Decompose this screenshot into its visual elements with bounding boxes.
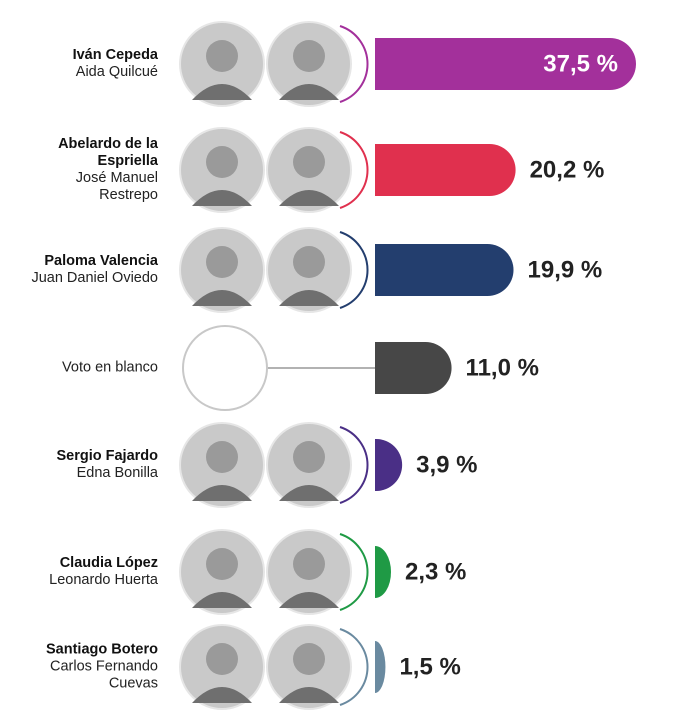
blank-circle — [182, 325, 268, 411]
vice-name: Juan Daniel Oviedo — [31, 270, 158, 286]
candidate-name: Voto en blanco — [62, 359, 158, 376]
photo-head — [293, 246, 325, 278]
candidate-name: Sergio Fajardo — [56, 448, 158, 464]
candidate-name: Abelardo de la Espriella — [58, 136, 158, 169]
candidate-name: Santiago Botero — [46, 641, 158, 658]
photo-body — [279, 687, 339, 703]
bracket — [339, 628, 369, 706]
photo-body — [192, 290, 252, 306]
bar — [375, 546, 392, 598]
vice-name: Carlos Fernando Cuevas — [50, 658, 158, 692]
photo-body — [279, 485, 339, 501]
candidate-name: Iván Cepeda — [72, 47, 158, 63]
photo-head — [206, 643, 238, 675]
bracket — [339, 533, 369, 611]
vice-name: Aida Quilcué — [75, 64, 158, 80]
photo-body — [192, 84, 252, 100]
photo-head — [206, 246, 238, 278]
photo-body — [192, 190, 252, 206]
value-label: 1,5 % — [399, 653, 460, 680]
candidate-names: Abelardo de la Espriella José Manuel Rest… — [24, 136, 158, 204]
photo-body — [279, 190, 339, 206]
photo-head — [206, 146, 238, 178]
candidate-names: Iván Cepeda Aida Quilcué — [24, 47, 158, 81]
bracket — [339, 231, 369, 309]
bar — [375, 144, 516, 196]
value-label: 11,0 % — [466, 354, 539, 381]
bracket — [339, 25, 369, 103]
candidate-names: Paloma Valencia Juan Daniel Oviedo — [24, 253, 158, 287]
photo-head — [293, 643, 325, 675]
bar — [375, 439, 403, 491]
bar — [375, 244, 514, 296]
photo-body — [279, 84, 339, 100]
photo-head — [293, 441, 325, 473]
candidate-names: Santiago Botero Carlos Fernando Cuevas — [24, 642, 158, 693]
photo-body — [192, 592, 252, 608]
photo-head — [293, 548, 325, 580]
bar — [375, 38, 636, 90]
photo-body — [279, 290, 339, 306]
photo-head — [293, 40, 325, 72]
candidate-name: Paloma Valencia — [44, 253, 158, 269]
value-label: 20,2 % — [530, 156, 605, 183]
photo-head — [206, 441, 238, 473]
candidate-names: Voto en blanco — [24, 360, 158, 377]
vice-name: José Manuel Restrepo — [75, 170, 158, 203]
value-label: 3,9 % — [416, 451, 477, 478]
bracket — [339, 426, 369, 504]
vice-name: Leonardo Huerta — [49, 572, 158, 588]
photo-head — [293, 146, 325, 178]
vice-name: Edna Bonilla — [76, 465, 158, 481]
value-label: 19,9 % — [528, 256, 603, 283]
bar — [375, 342, 452, 394]
value-label: 37,5 % — [543, 50, 618, 77]
candidate-name: Claudia López — [59, 555, 158, 571]
photo-head — [206, 40, 238, 72]
photo-body — [192, 485, 252, 501]
bracket — [339, 131, 369, 209]
candidate-names: Sergio Fajardo Edna Bonilla — [24, 448, 158, 482]
candidate-names: Claudia López Leonardo Huerta — [24, 555, 158, 589]
photo-head — [206, 548, 238, 580]
photo-body — [279, 592, 339, 608]
value-label: 2,3 % — [405, 558, 466, 585]
bar — [375, 641, 386, 693]
photo-body — [192, 687, 252, 703]
